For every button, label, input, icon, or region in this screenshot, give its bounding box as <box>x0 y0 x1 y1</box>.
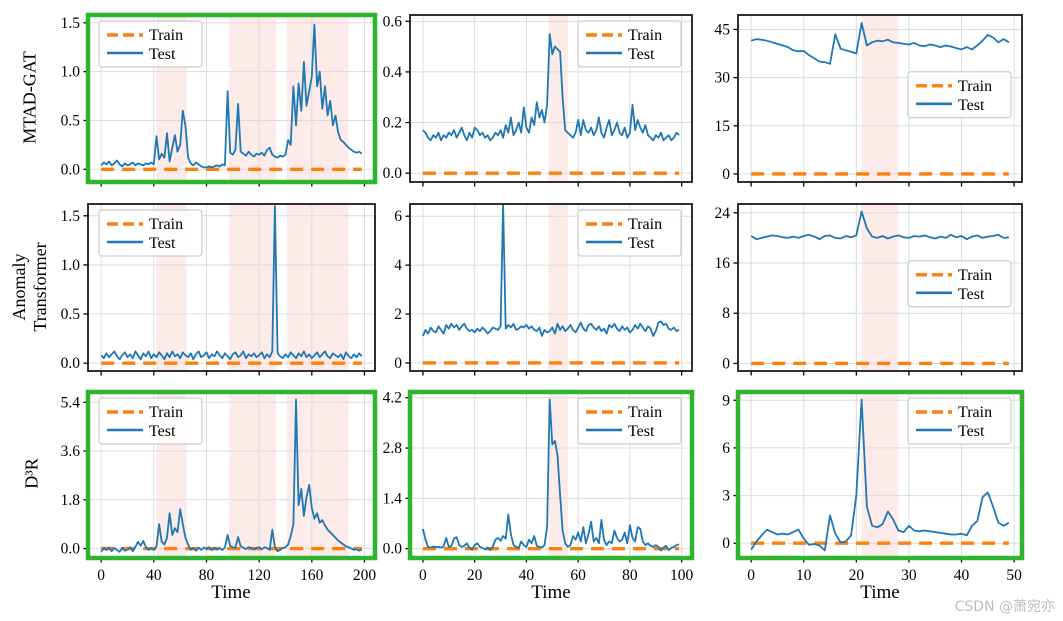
svg-text:Test: Test <box>149 46 176 63</box>
svg-text:3.6: 3.6 <box>61 443 81 460</box>
svg-text:60: 60 <box>570 567 586 584</box>
plot-mtad-gat-series1: 0.0 0.5 1.0 1.5 Train Test <box>61 12 378 187</box>
svg-text:1.0: 1.0 <box>61 64 81 81</box>
legend: Train Test <box>907 71 1012 119</box>
svg-text:0: 0 <box>97 567 105 584</box>
svg-text:0.2: 0.2 <box>383 115 402 132</box>
svg-text:Train: Train <box>628 216 662 233</box>
svg-text:8: 8 <box>722 305 730 322</box>
svg-text:0.0: 0.0 <box>383 541 403 558</box>
svg-text:40: 40 <box>146 567 162 584</box>
watermark-text: CSDN @萧宛亦 <box>954 599 1055 615</box>
svg-text:1.0: 1.0 <box>61 257 81 274</box>
svg-text:3: 3 <box>722 488 730 505</box>
legend: Train Test <box>577 20 682 68</box>
svg-text:4: 4 <box>394 257 402 274</box>
svg-text:160: 160 <box>300 567 324 584</box>
svg-text:Test: Test <box>628 423 655 440</box>
svg-text:0.0: 0.0 <box>383 165 403 182</box>
plot-anomaly-transformer-series2: 0 2 4 6 Train Test <box>394 203 693 376</box>
svg-text:0.6: 0.6 <box>383 13 403 30</box>
svg-text:2.8: 2.8 <box>383 440 403 457</box>
legend: Train Test <box>98 209 203 257</box>
svg-text:1.4: 1.4 <box>383 490 403 507</box>
svg-text:0.0: 0.0 <box>61 355 81 372</box>
svg-text:0.0: 0.0 <box>61 541 81 558</box>
svg-text:6: 6 <box>394 208 402 225</box>
svg-text:0.5: 0.5 <box>61 112 81 129</box>
svg-text:80: 80 <box>199 567 215 584</box>
plot-mtad-gat-series3: 0 15 30 45 Train Test <box>715 14 1023 187</box>
svg-text:Train: Train <box>149 216 183 233</box>
svg-text:15: 15 <box>715 118 731 135</box>
plot-d3r-series2: 0.0 1.4 2.8 4.2 0 20 40 60 80 100 Train Test <box>383 390 695 584</box>
svg-text:Train: Train <box>958 78 992 95</box>
plot-d3r-series1: 0.0 1.8 3.6 5.4 0 40 80 120 160 200 Train Test <box>61 389 378 584</box>
plot-anomaly-transformer-series1: 0.0 0.5 1.0 1.5 Train Test <box>61 203 376 376</box>
svg-text:1.5: 1.5 <box>61 15 81 32</box>
svg-text:9: 9 <box>722 392 730 409</box>
svg-text:100: 100 <box>670 567 694 584</box>
svg-text:Train: Train <box>149 27 183 44</box>
svg-text:24: 24 <box>715 205 731 222</box>
svg-text:0.4: 0.4 <box>383 64 403 81</box>
svg-text:2: 2 <box>394 306 402 323</box>
svg-text:0.0: 0.0 <box>61 161 81 178</box>
plot-d3r-series3: 0 3 6 9 0 10 20 30 40 50 Train Test <box>722 389 1025 584</box>
svg-text:Test: Test <box>958 97 985 114</box>
svg-text:0: 0 <box>747 567 755 584</box>
svg-text:5.4: 5.4 <box>61 394 81 411</box>
plot-mtad-gat-series2: 0.0 0.2 0.4 0.6 Train Test <box>383 13 693 187</box>
svg-text:1.8: 1.8 <box>61 492 81 509</box>
svg-text:80: 80 <box>622 567 638 584</box>
svg-text:30: 30 <box>901 567 917 584</box>
svg-text:20: 20 <box>467 567 483 584</box>
legend: Train Test <box>98 397 203 445</box>
svg-text:0: 0 <box>722 355 730 372</box>
svg-text:40: 40 <box>954 567 970 584</box>
svg-text:16: 16 <box>715 255 731 272</box>
svg-text:Test: Test <box>958 423 985 440</box>
svg-text:0: 0 <box>722 535 730 552</box>
svg-text:Train: Train <box>149 404 183 421</box>
svg-text:10: 10 <box>796 567 812 584</box>
plot-anomaly-transformer-series3: 0 8 16 24 Train Test <box>715 203 1023 376</box>
svg-text:Train: Train <box>628 404 662 421</box>
svg-text:45: 45 <box>715 21 731 38</box>
svg-text:50: 50 <box>1006 567 1022 584</box>
x-axis-label-col3: Time <box>860 582 900 603</box>
x-axis-label-col2: Time <box>531 582 571 603</box>
svg-text:4.2: 4.2 <box>383 390 402 407</box>
legend: Train Test <box>577 397 682 445</box>
svg-text:20: 20 <box>849 567 865 584</box>
svg-text:Train: Train <box>958 404 992 421</box>
svg-text:40: 40 <box>519 567 535 584</box>
legend: Train Test <box>98 20 203 68</box>
svg-text:Test: Test <box>149 235 176 252</box>
legend: Train Test <box>577 209 682 257</box>
svg-text:0: 0 <box>394 355 402 372</box>
legend: Train Test <box>907 260 1012 308</box>
legend: Train Test <box>907 397 1012 445</box>
svg-text:Test: Test <box>149 423 176 440</box>
svg-text:Train: Train <box>958 267 992 284</box>
svg-text:120: 120 <box>248 567 272 584</box>
svg-text:6: 6 <box>722 440 730 457</box>
svg-text:0: 0 <box>722 166 730 183</box>
svg-text:30: 30 <box>715 70 731 87</box>
svg-text:Test: Test <box>628 235 655 252</box>
svg-text:Test: Test <box>958 286 985 303</box>
svg-text:0.5: 0.5 <box>61 306 81 323</box>
svg-text:Train: Train <box>628 27 662 44</box>
svg-text:0: 0 <box>419 567 427 584</box>
x-axis-label-col1: Time <box>211 582 251 603</box>
svg-text:200: 200 <box>353 567 377 584</box>
svg-text:1.5: 1.5 <box>61 208 81 225</box>
svg-text:Test: Test <box>628 46 655 63</box>
